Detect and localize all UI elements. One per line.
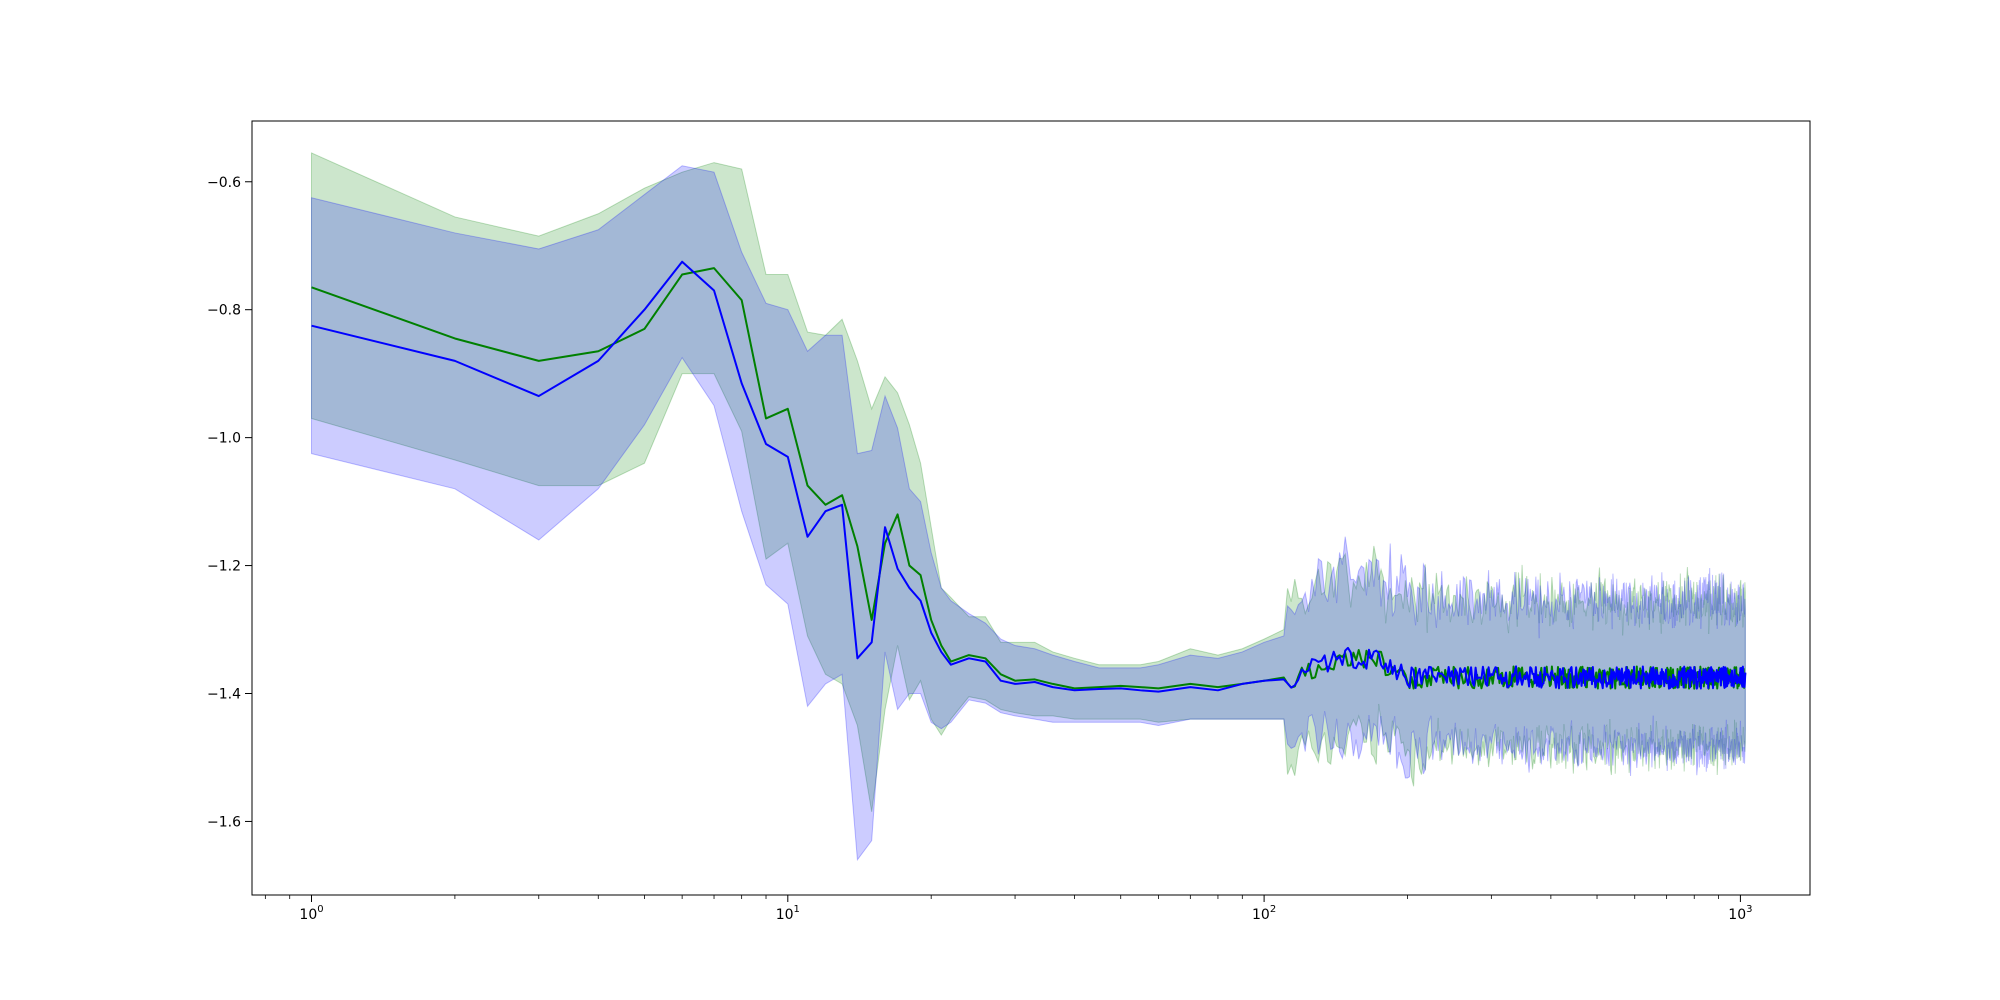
plot-frame bbox=[251, 120, 1811, 896]
y-tick-label: −1.0 bbox=[207, 431, 241, 447]
x-tick-label: 100 bbox=[299, 904, 323, 923]
line-series-2 bbox=[311, 260, 1747, 693]
y-tick-label: −1.6 bbox=[207, 814, 241, 830]
x-axis: 100 101 102 103 bbox=[264, 895, 1753, 923]
y-axis: −0.6 −0.8 −1.0 −1.2 −1.4 −1.6 bbox=[207, 175, 252, 830]
y-tick-label: −1.2 bbox=[207, 559, 241, 575]
x-tick-label: 102 bbox=[1252, 904, 1276, 923]
band-series-2 bbox=[311, 165, 1746, 862]
confidence-bands bbox=[311, 152, 1746, 862]
band-series-1 bbox=[311, 152, 1746, 812]
series-lines bbox=[311, 260, 1747, 693]
y-tick-label: −0.8 bbox=[207, 303, 241, 319]
x-tick-label: 101 bbox=[776, 904, 800, 923]
y-tick-label: −1.4 bbox=[207, 687, 241, 703]
y-tick-label: −0.6 bbox=[207, 175, 241, 191]
x-tick-label: 103 bbox=[1728, 904, 1752, 923]
